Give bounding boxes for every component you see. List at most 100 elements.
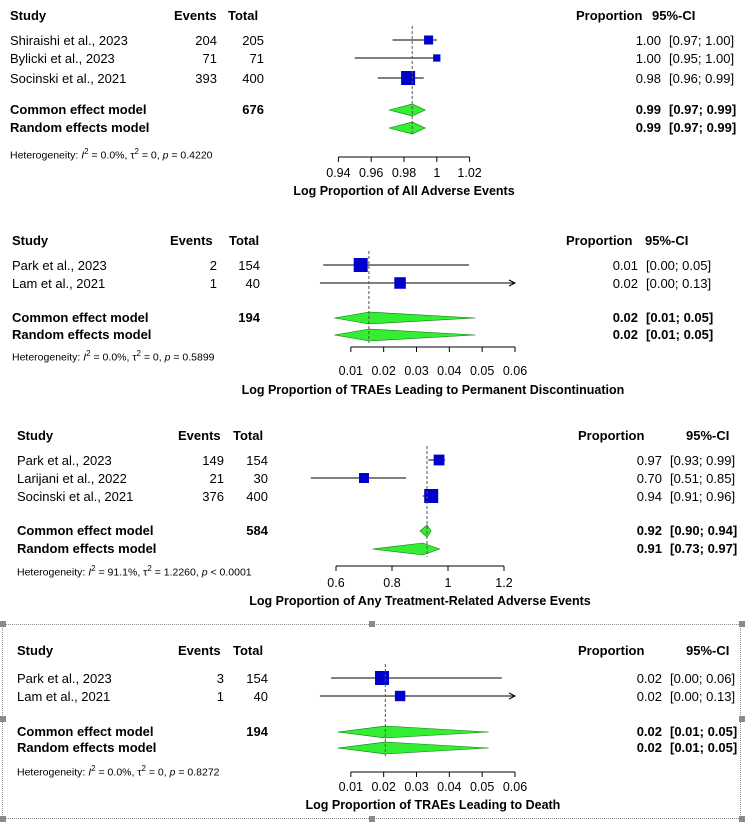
study-square xyxy=(353,258,368,272)
header-events: Events xyxy=(170,233,213,248)
forest-plot-area xyxy=(310,446,505,571)
study-proportion: 0.02 xyxy=(612,276,638,291)
study-square xyxy=(433,54,441,62)
forest-plot-area xyxy=(337,26,471,162)
study-total: 40 xyxy=(245,276,260,291)
study-ci: [0.51; 0.85] xyxy=(670,471,736,486)
resize-handle[interactable] xyxy=(739,716,745,722)
random-diamond xyxy=(372,542,441,556)
common-events: 584 xyxy=(246,523,268,538)
header-total: Total xyxy=(228,8,259,23)
study-name: Bylicki et al., 2023 xyxy=(10,51,115,66)
common-events: 676 xyxy=(242,102,264,117)
common-ci: [0.90; 0.94] xyxy=(670,523,738,538)
x-tick-label: 0.03 xyxy=(404,364,429,378)
header-study: Study xyxy=(17,643,54,658)
x-tick-label: 1 xyxy=(433,166,441,180)
study-events: 1 xyxy=(209,276,217,291)
x-tick-label: 0.03 xyxy=(404,780,429,794)
header-ci: 95%-CI xyxy=(645,233,689,248)
study-square xyxy=(424,489,439,503)
header-proportion: Proportion xyxy=(578,428,645,443)
study-total: 71 xyxy=(249,51,264,66)
random-model-label: Random effects model xyxy=(17,740,157,755)
x-tick-label: 0.98 xyxy=(391,166,417,180)
x-tick-label: 0.06 xyxy=(502,780,528,794)
random-ci: [0.97; 0.99] xyxy=(669,120,737,135)
x-tick-label: 1.2 xyxy=(495,576,513,590)
heterogeneity-text: Heterogeneity: I2 = 91.1%, τ2 = 1.2260, … xyxy=(17,564,252,579)
resize-handle[interactable] xyxy=(369,621,375,627)
random-model-label: Random effects model xyxy=(12,327,152,342)
study-square xyxy=(359,473,369,483)
study-ci: [0.00; 0.13] xyxy=(670,689,736,704)
study-name: Socinski et al., 2021 xyxy=(10,71,127,86)
study-total: 154 xyxy=(238,258,260,273)
common-model-label: Common effect model xyxy=(17,724,154,739)
study-name: Socinski et al., 2021 xyxy=(17,489,134,504)
ci-arrow xyxy=(508,279,517,287)
study-name: Park et al., 2023 xyxy=(17,453,112,468)
common-proportion: 0.02 xyxy=(636,724,662,739)
x-tick-label: 0.02 xyxy=(371,780,396,794)
common-model-label: Common effect model xyxy=(17,523,154,538)
x-tick-label: 0.96 xyxy=(359,166,384,180)
resize-handle[interactable] xyxy=(739,816,745,822)
resize-handle[interactable] xyxy=(739,621,745,627)
study-proportion: 0.70 xyxy=(636,471,662,486)
common-diamond xyxy=(388,103,427,117)
resize-handle[interactable] xyxy=(0,816,6,822)
x-tick-label: 1 xyxy=(444,576,452,590)
common-proportion: 0.02 xyxy=(612,310,638,325)
common-ci: [0.01; 0.05] xyxy=(646,310,714,325)
header-total: Total xyxy=(233,643,264,658)
study-proportion: 0.98 xyxy=(635,71,661,86)
resize-handle[interactable] xyxy=(0,621,6,627)
x-axis-title: Log Proportion of TRAEs Leading to Perma… xyxy=(241,383,625,397)
study-name: Lam et al., 2021 xyxy=(17,689,111,704)
study-proportion: 0.94 xyxy=(636,489,662,504)
random-ci: [0.73; 0.97] xyxy=(670,541,738,556)
study-proportion: 0.02 xyxy=(636,671,662,686)
study-square xyxy=(401,71,416,85)
study-ci: [0.00; 0.05] xyxy=(646,258,712,273)
study-proportion: 1.00 xyxy=(635,51,661,66)
resize-handle[interactable] xyxy=(369,816,375,822)
forest-plot-panel-3: Study Events Total Proportion 95%-CI Park et … xyxy=(0,420,746,615)
study-square xyxy=(424,35,434,45)
study-ci: [0.00; 0.06] xyxy=(670,671,736,686)
study-events: 204 xyxy=(195,33,217,48)
random-proportion: 0.91 xyxy=(636,541,662,556)
study-square xyxy=(433,454,445,466)
selection-frame[interactable] xyxy=(2,624,741,819)
common-diamond xyxy=(419,524,432,538)
study-ci: [0.93; 0.99] xyxy=(670,453,736,468)
x-tick-label: 0.94 xyxy=(326,166,351,180)
header-study: Study xyxy=(10,8,47,23)
header-events: Events xyxy=(174,8,217,23)
study-total: 30 xyxy=(253,471,268,486)
header-study: Study xyxy=(12,233,49,248)
study-ci: [0.00; 0.13] xyxy=(646,276,712,291)
common-events: 194 xyxy=(246,724,268,739)
common-proportion: 0.99 xyxy=(635,102,661,117)
heterogeneity-text: Heterogeneity: I2 = 0.0%, τ2 = 0, p = 0.… xyxy=(10,147,213,162)
x-tick-label: 0.05 xyxy=(469,364,495,378)
study-events: 21 xyxy=(209,471,224,486)
study-events: 1 xyxy=(216,689,224,704)
study-events: 3 xyxy=(216,671,224,686)
study-proportion: 0.97 xyxy=(636,453,662,468)
resize-handle[interactable] xyxy=(0,716,6,722)
study-total: 205 xyxy=(242,33,264,48)
header-proportion: Proportion xyxy=(566,233,633,248)
common-ci: [0.01; 0.05] xyxy=(670,724,738,739)
common-ci: [0.97; 0.99] xyxy=(669,102,737,117)
study-total: 40 xyxy=(253,689,268,704)
study-total: 400 xyxy=(242,71,264,86)
x-tick-label: 0.04 xyxy=(437,364,462,378)
study-ci: [0.97; 1.00] xyxy=(669,33,735,48)
header-total: Total xyxy=(229,233,260,248)
study-events: 71 xyxy=(202,51,217,66)
forest-plot-panel-2: Study Events Total Proportion 95%-CI Park et … xyxy=(0,225,746,405)
common-diamond xyxy=(334,311,476,325)
